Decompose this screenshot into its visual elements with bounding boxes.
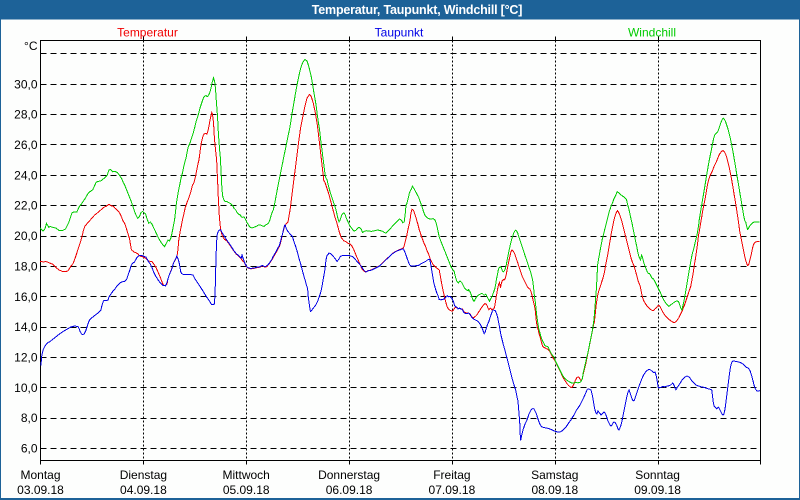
svg-text:Sonntag: Sonntag [635, 468, 680, 482]
svg-text:18,0: 18,0 [14, 259, 38, 273]
svg-text:26,0: 26,0 [14, 138, 38, 152]
svg-text:8,0: 8,0 [21, 411, 38, 425]
svg-text:Temperatur: Temperatur [117, 26, 178, 40]
svg-text:12,0: 12,0 [14, 351, 38, 365]
svg-text:09.09.18: 09.09.18 [634, 483, 681, 497]
svg-text:10,0: 10,0 [14, 381, 38, 395]
svg-text:03.09.18: 03.09.18 [17, 483, 64, 497]
svg-text:06.09.18: 06.09.18 [326, 483, 373, 497]
svg-text:24,0: 24,0 [14, 168, 38, 182]
svg-text:Temperatur, Taupunkt, Windchil: Temperatur, Taupunkt, Windchill [°C] [312, 3, 522, 17]
svg-text:Donnerstag: Donnerstag [318, 468, 380, 482]
svg-text:04.09.18: 04.09.18 [120, 483, 167, 497]
svg-text:08.09.18: 08.09.18 [531, 483, 578, 497]
svg-text:Mittwoch: Mittwoch [223, 468, 270, 482]
svg-text:07.09.18: 07.09.18 [429, 483, 476, 497]
svg-text:°C: °C [24, 39, 38, 53]
svg-text:22,0: 22,0 [14, 199, 38, 213]
svg-text:Freitag: Freitag [433, 468, 470, 482]
svg-text:14,0: 14,0 [14, 320, 38, 334]
svg-text:Samstag: Samstag [531, 468, 578, 482]
svg-text:30,0: 30,0 [14, 77, 38, 91]
svg-text:05.09.18: 05.09.18 [223, 483, 270, 497]
svg-text:Montag: Montag [20, 468, 60, 482]
svg-text:Dienstag: Dienstag [120, 468, 167, 482]
svg-text:20,0: 20,0 [14, 229, 38, 243]
svg-text:Windchill: Windchill [628, 26, 676, 40]
svg-text:16,0: 16,0 [14, 290, 38, 304]
svg-text:Taupunkt: Taupunkt [375, 26, 424, 40]
svg-text:6,0: 6,0 [21, 442, 38, 456]
svg-text:28,0: 28,0 [14, 108, 38, 122]
